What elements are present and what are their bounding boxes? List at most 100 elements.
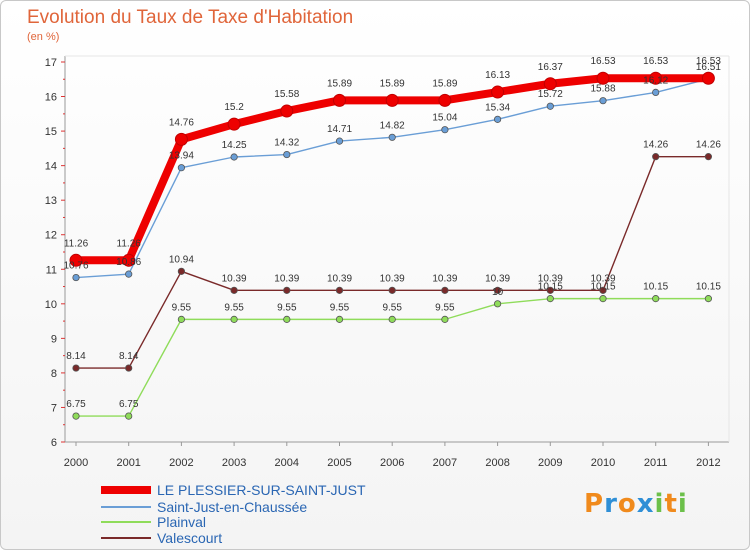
series-point-1 (652, 88, 660, 97)
data-label: 9.55 (277, 302, 297, 313)
legend-label-3: Valescourt (157, 530, 222, 546)
series-point-1 (441, 126, 449, 134)
data-label: 16.53 (696, 56, 721, 67)
legend: LE PLESSIER-SUR-SAINT-JUSTSaint-Just-en-… (101, 482, 366, 546)
x-tick-label: 2008 (485, 457, 509, 469)
series-point-2 (177, 315, 185, 323)
series-point-2 (546, 295, 554, 303)
series-point-2 (599, 295, 607, 303)
series-point-1 (72, 273, 80, 282)
series-point-0 (649, 71, 663, 85)
data-label: 14.82 (380, 120, 405, 131)
data-label: 8.14 (119, 351, 139, 362)
series-point-2 (230, 315, 238, 323)
y-tick-label: 16 (45, 92, 57, 104)
series-point-3 (704, 153, 713, 161)
data-label: 13.94 (169, 151, 194, 162)
data-label: 15.88 (590, 84, 615, 95)
data-label: 10.39 (380, 273, 405, 284)
data-label: 8.14 (66, 351, 86, 362)
series-point-0 (385, 93, 399, 107)
data-label: 14.71 (327, 124, 352, 135)
series-point-2 (125, 412, 133, 420)
data-label: 9.55 (382, 302, 402, 313)
chart-title: Evolution du Taux de Taxe d'Habitation (27, 7, 354, 28)
series-point-0 (596, 71, 610, 85)
series-point-2 (283, 315, 291, 323)
data-label: 6.75 (66, 399, 86, 410)
x-tick-label: 2000 (64, 457, 88, 469)
data-label: 10.76 (63, 261, 88, 272)
data-label: 10.39 (432, 273, 457, 284)
logo-letter: t (664, 489, 678, 519)
series-point-0 (701, 71, 715, 85)
series-point-0 (174, 132, 188, 146)
legend-label-0: LE PLESSIER-SUR-SAINT-JUST (157, 482, 366, 498)
logo-letter: P (584, 489, 605, 519)
x-tick-label: 2011 (644, 457, 668, 469)
series-point-0 (333, 93, 346, 107)
data-label: 10.39 (274, 273, 299, 284)
series-point-1 (546, 102, 554, 110)
series-point-3 (230, 286, 238, 294)
y-tick-label: 11 (46, 264, 57, 276)
data-label: 16.53 (643, 56, 668, 67)
data-label: 14.26 (696, 140, 721, 151)
y-tick-label: 10 (45, 299, 57, 311)
series-point-3 (125, 364, 133, 372)
data-label: 11.26 (117, 238, 142, 249)
data-label: 15.72 (538, 89, 563, 100)
data-label: 16.37 (538, 62, 563, 73)
series-point-1 (493, 115, 502, 123)
data-label: 10.15 (643, 282, 668, 293)
series-point-0 (122, 253, 136, 267)
data-label: 15.34 (485, 102, 510, 113)
data-label: 16.13 (485, 70, 510, 81)
series-point-3 (652, 153, 660, 161)
data-label: 6.75 (119, 399, 139, 410)
data-label: 15.04 (432, 113, 457, 124)
series-point-2 (493, 300, 502, 308)
series-point-1 (125, 270, 133, 278)
data-label: 10.94 (169, 254, 194, 265)
series-point-1 (335, 137, 344, 145)
data-label: 9.55 (224, 302, 244, 313)
y-tick-label: 7 (51, 402, 57, 414)
series-point-0 (491, 85, 505, 99)
data-label: 15.89 (380, 78, 405, 89)
x-tick-label: 2002 (169, 457, 193, 469)
x-tick-label: 2004 (275, 457, 299, 469)
series-points (69, 71, 715, 420)
data-label: 11.26 (64, 238, 89, 249)
data-label: 10.39 (485, 273, 510, 284)
x-tick-label: 2003 (222, 457, 246, 469)
series-point-1 (177, 164, 185, 172)
data-label: 15.89 (432, 78, 457, 89)
data-label: 16.51 (696, 62, 721, 73)
series-point-3 (335, 286, 344, 294)
series-point-2 (335, 315, 344, 323)
series-point-2 (388, 315, 396, 323)
proxiti-logo: Proxiti (584, 489, 688, 519)
series-point-2 (652, 295, 660, 303)
data-label: 10 (492, 287, 504, 298)
legend-label-1: Saint-Just-en-Chaussée (157, 499, 307, 515)
series-point-2 (441, 315, 449, 323)
axes: 6 7 8 9 10 11 12 13 14 15 16 17 2000 2001 2002 2003 2004… (45, 55, 730, 469)
x-tick-label: 2001 (116, 457, 140, 469)
logo-letter: r (604, 489, 618, 519)
x-tick-label: 2005 (327, 457, 351, 469)
logo-letter: i (677, 489, 688, 519)
y-tick-label: 9 (51, 333, 57, 345)
series-point-3 (546, 286, 554, 294)
y-tick-label: 6 (51, 437, 57, 449)
series-point-3 (388, 286, 396, 294)
data-label: 14.26 (643, 140, 668, 151)
data-label: 10.15 (696, 282, 721, 293)
y-tick-label: 17 (45, 57, 57, 69)
data-label: 10.86 (116, 257, 141, 268)
data-label: 14.32 (274, 138, 299, 149)
logo-letter: x (636, 489, 655, 519)
